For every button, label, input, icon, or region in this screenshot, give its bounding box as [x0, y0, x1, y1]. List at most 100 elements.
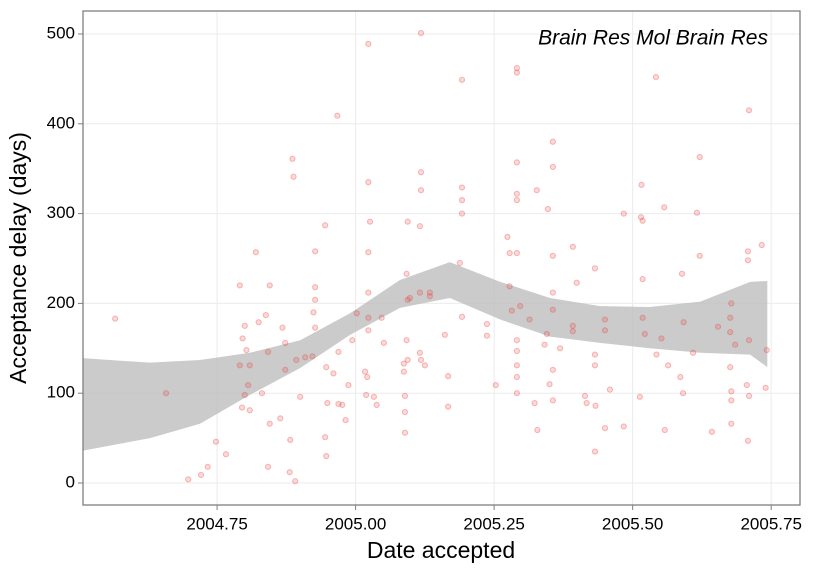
point [421, 362, 428, 369]
point [728, 420, 735, 427]
point [335, 400, 342, 408]
x-axis-title: Date accepted [367, 537, 515, 563]
point [513, 197, 520, 204]
point [365, 249, 372, 256]
point [458, 210, 466, 217]
point [513, 337, 520, 344]
x-tick-label: 2004.75 [186, 514, 247, 533]
point [197, 471, 205, 479]
point [312, 284, 319, 291]
point [112, 315, 119, 322]
point [549, 163, 556, 170]
point [744, 257, 752, 264]
point [380, 339, 387, 347]
point [185, 476, 192, 483]
point [445, 373, 452, 380]
point [591, 362, 599, 369]
point [238, 404, 246, 411]
point [744, 248, 752, 255]
point [492, 382, 499, 389]
point [361, 368, 369, 375]
point [241, 391, 248, 399]
point [665, 362, 672, 369]
point [708, 428, 715, 435]
point [549, 366, 556, 373]
x-tick-label: 2005.50 [602, 514, 663, 533]
point [236, 282, 243, 289]
point [339, 401, 346, 408]
point [728, 388, 735, 395]
point [417, 187, 425, 194]
point [693, 209, 701, 216]
points-layer [112, 29, 770, 485]
point [549, 289, 556, 296]
plot-panel [83, 11, 800, 505]
point [426, 289, 433, 296]
point [569, 328, 576, 335]
point [526, 316, 533, 323]
point [458, 197, 466, 204]
point [445, 403, 452, 410]
point [334, 112, 341, 119]
point [745, 107, 753, 114]
point [458, 184, 466, 191]
point [342, 417, 349, 424]
point [292, 478, 299, 485]
point [236, 362, 243, 369]
point [458, 76, 466, 83]
point [583, 399, 590, 407]
point [365, 314, 372, 321]
point [404, 218, 411, 225]
point [661, 426, 668, 434]
point [601, 316, 609, 323]
point [639, 217, 646, 224]
point [513, 159, 520, 166]
point [513, 373, 520, 381]
point [743, 382, 750, 389]
point [549, 252, 556, 259]
point [441, 331, 448, 338]
point [264, 463, 272, 470]
y-tick-label: 100 [47, 383, 75, 402]
point [286, 469, 293, 476]
point [506, 250, 513, 257]
point [549, 306, 556, 313]
point [517, 302, 524, 310]
point [310, 309, 317, 316]
point [378, 314, 385, 321]
point [745, 337, 753, 344]
point [403, 337, 410, 344]
point [401, 429, 409, 436]
point [506, 283, 513, 290]
point [678, 270, 686, 277]
point [544, 206, 551, 213]
point [714, 323, 722, 330]
point [606, 386, 614, 393]
point [312, 296, 319, 303]
point [252, 249, 259, 256]
point [531, 399, 538, 407]
point [641, 330, 648, 338]
point [483, 332, 491, 339]
point [401, 408, 409, 416]
point [400, 368, 407, 375]
point [573, 279, 580, 286]
point [592, 402, 599, 409]
point [335, 348, 342, 355]
point [404, 356, 411, 364]
point [312, 324, 319, 331]
point [569, 322, 576, 329]
point [513, 362, 520, 369]
point [549, 397, 556, 404]
y-tick-label: 500 [47, 23, 75, 42]
point [661, 204, 668, 211]
point [366, 218, 374, 225]
point [763, 346, 770, 354]
point [312, 248, 319, 255]
x-tick-label: 2005.75 [740, 514, 801, 533]
point [504, 233, 511, 241]
point [266, 420, 273, 427]
annotation: Brain Res Mol Brain Res [538, 27, 768, 50]
point [373, 401, 380, 408]
point [601, 327, 609, 334]
